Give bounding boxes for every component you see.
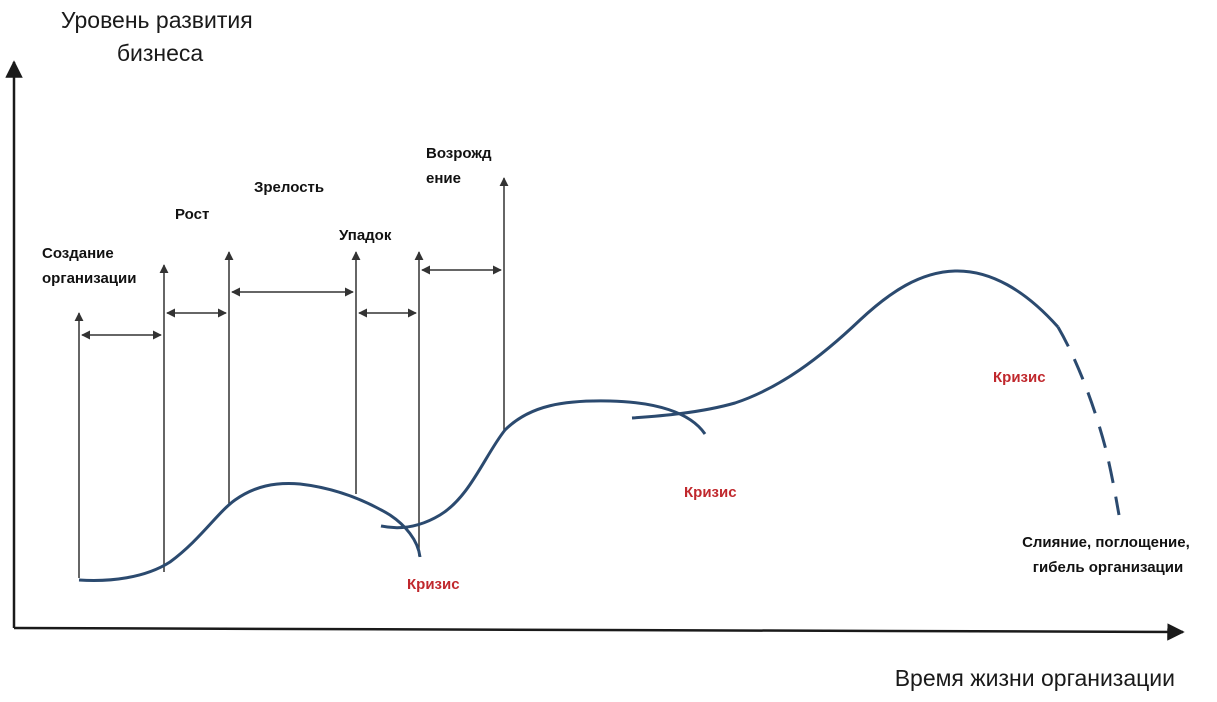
end-outcome-label: Слияние, поглощение, гибель организации: [1022, 534, 1194, 576]
lifecycle-curve-first-wave: [78, 482, 422, 582]
crisis-label-second: Кризис: [684, 484, 737, 501]
lifecycle-curve-decline-dashed: [1056, 326, 1121, 516]
stage-label-growth: Рост: [175, 206, 209, 223]
x-axis: [13, 623, 1185, 641]
crisis-label-third: Кризис: [993, 369, 1046, 386]
stage-label-decline: Упадок: [339, 227, 392, 244]
stage-label-revival: Возрожд ение: [426, 145, 496, 187]
y-axis-title-line-2: бизнеса: [117, 40, 204, 66]
crisis-label-first: Кризис: [407, 576, 460, 593]
y-axis-title: Уровень развития бизнеса: [61, 7, 259, 66]
stage-label-maturity: Зрелость: [254, 179, 324, 196]
x-axis-title: Время жизни организации: [895, 665, 1175, 691]
stage-label-creation: Создание организации: [42, 245, 136, 287]
y-axis-title-line-1: Уровень развития: [61, 7, 253, 33]
lifecycle-curve-third-wave: [631, 269, 1060, 420]
lifecycle-curve-second-wave: [380, 399, 707, 530]
